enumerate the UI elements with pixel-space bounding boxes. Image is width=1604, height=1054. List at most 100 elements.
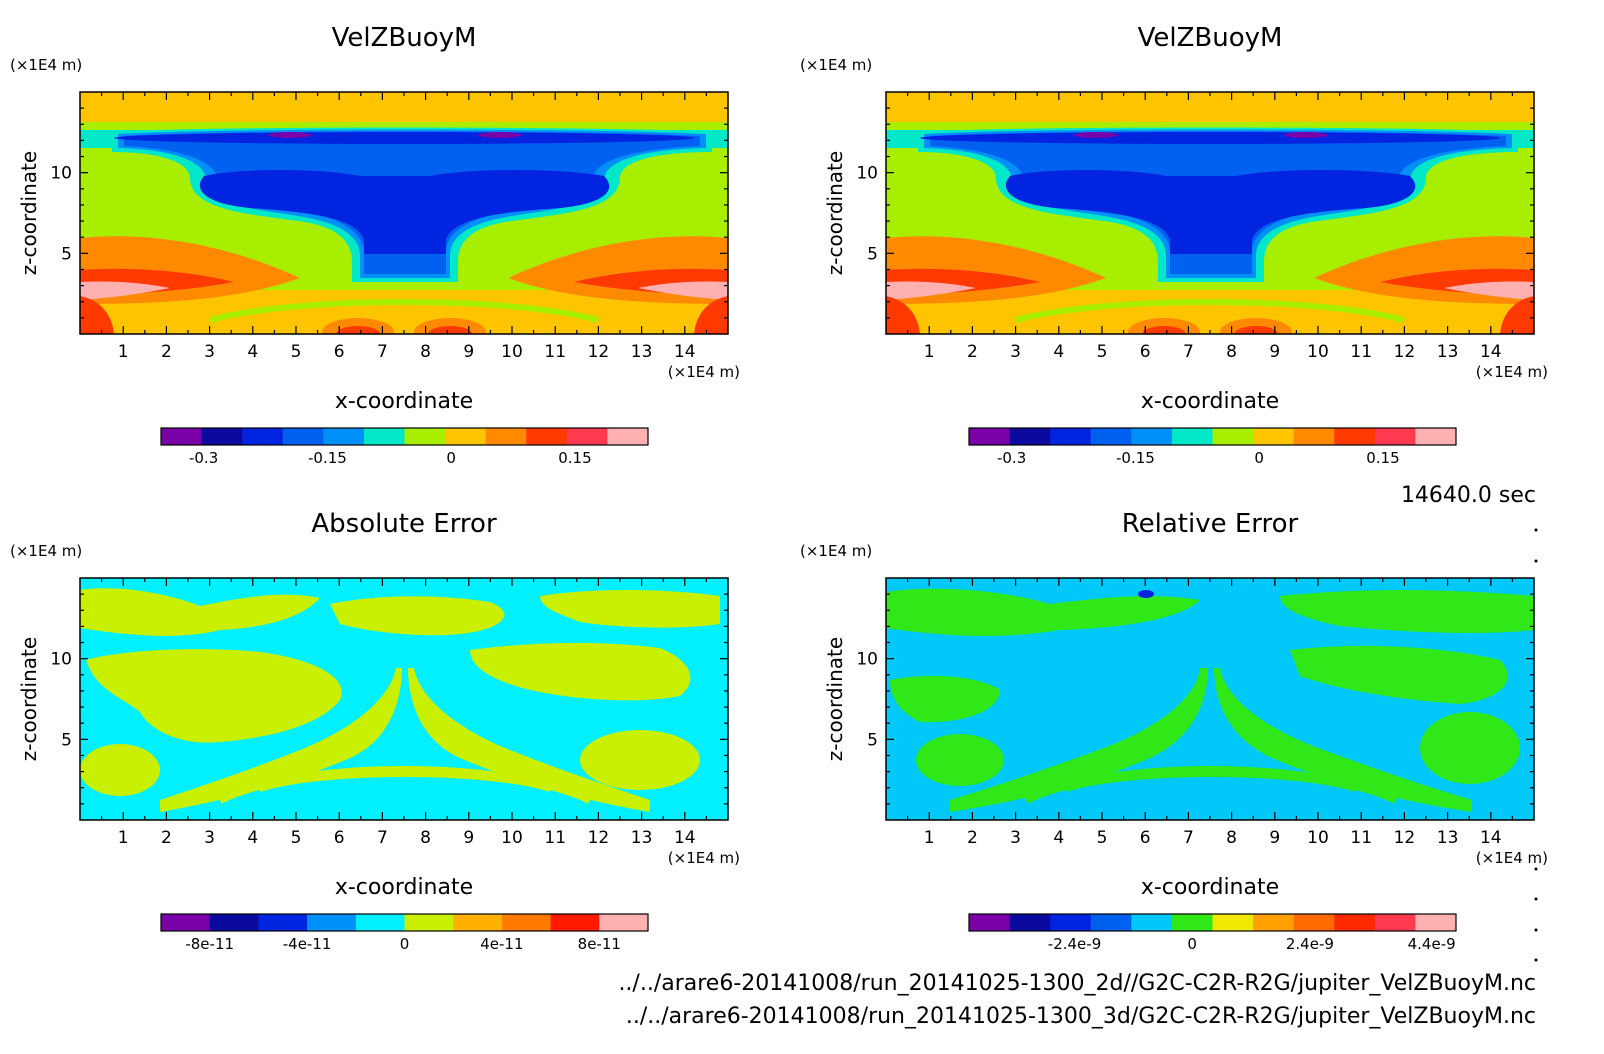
y-tick-label: 10: [856, 650, 878, 670]
colorbar-tick-label: 8e-11: [578, 935, 621, 953]
field-bottom-blob: [1234, 326, 1278, 334]
margin-dot: [1534, 928, 1538, 932]
colorbar-swatch: [307, 914, 357, 931]
x-tick-label: 7: [377, 828, 388, 848]
x-axis-label: x-coordinate: [1141, 875, 1279, 900]
colorbar-tick-label: 0: [1187, 935, 1197, 953]
x-tick-label: 14: [1480, 828, 1502, 848]
x-tick-label: 6: [334, 828, 345, 848]
colorbar-frame: [160, 427, 649, 446]
field-bottom-red-left: [886, 296, 920, 334]
colorbar-tick-label: 4.4e-9: [1408, 935, 1456, 953]
colorbar-tick-label: -8e-11: [185, 935, 234, 953]
colorbar-swatch: [1131, 914, 1173, 931]
y-tick-label: 5: [867, 244, 878, 264]
field-patch-yellow: [80, 588, 320, 636]
colorbar-swatch: [323, 428, 365, 445]
x-tick-label: 11: [544, 342, 566, 362]
x-tick-label: 10: [1307, 342, 1329, 362]
x-tick-label: 2: [161, 828, 172, 848]
x-tick-label: 6: [1140, 828, 1151, 848]
colorbar-tick-label: 0: [400, 935, 410, 953]
field-band-green: [886, 122, 1534, 130]
colorbar-frame: [968, 913, 1457, 932]
x-tick-label: 10: [1307, 828, 1329, 848]
x-tick-label: 12: [588, 828, 610, 848]
colorbar-swatch: [969, 428, 1011, 445]
x-tick-label: 13: [1437, 342, 1459, 362]
y-unit-label: (×1E4 m): [800, 542, 872, 560]
colorbar-tick-label: -2.4e-9: [1048, 935, 1101, 953]
colorbar-tick-label: -0.15: [308, 449, 347, 467]
field-bottom-red-left: [80, 296, 114, 334]
x-tick-label: 4: [247, 828, 258, 848]
colorbar-tick-label: -4e-11: [283, 935, 332, 953]
y-tick-label: 10: [856, 164, 878, 184]
x-tick-label: 8: [1226, 828, 1237, 848]
field-purple-spot: [268, 132, 312, 138]
x-tick-label: 2: [161, 342, 172, 362]
x-tick-label: 1: [924, 342, 935, 362]
y-unit-label: (×1E4 m): [10, 56, 82, 74]
panel-velzbuoym-3d: VelZBuoyM (×1E4 m): [800, 23, 1548, 467]
time-label: 14640.0 sec: [1401, 483, 1536, 508]
x-tick-label: 3: [204, 828, 215, 848]
field-purple-spot: [1284, 132, 1328, 138]
x-tick-label: 10: [501, 828, 523, 848]
field-purple-spot: [1074, 132, 1118, 138]
colorbar-swatch: [1293, 428, 1335, 445]
field-dark-core: [1005, 170, 1416, 254]
field-arc: [218, 766, 592, 804]
colorbar-swatch: [242, 428, 284, 445]
y-unit-label: (×1E4 m): [800, 56, 872, 74]
x-tick-label: 8: [420, 342, 431, 362]
x-axis-label: x-coordinate: [1141, 389, 1279, 414]
x-tick-label: 8: [420, 828, 431, 848]
x-tick-label: 8: [1226, 342, 1237, 362]
margin-dots: [1534, 528, 1538, 962]
colorbar-tick-label: 0.15: [558, 449, 591, 467]
margin-dot: [1534, 528, 1538, 532]
colorbar-swatch: [1374, 428, 1416, 445]
colorbar-swatch: [282, 428, 324, 445]
field-bottom-blob: [428, 326, 472, 334]
x-tick-label: 12: [1394, 342, 1416, 362]
colorbar-swatch: [526, 428, 568, 445]
y-axis-label: z-coordinate: [17, 637, 41, 761]
x-tick-label: 1: [924, 828, 935, 848]
colorbar-tick-label: 2.4e-9: [1286, 935, 1334, 953]
panel-title: Absolute Error: [311, 509, 497, 539]
colorbar-swatch: [501, 914, 552, 931]
colorbar-swatch: [1253, 428, 1295, 445]
field-bottom-blob: [336, 326, 380, 334]
y-axis-label: z-coordinate: [823, 637, 847, 761]
colorbar-swatch: [445, 428, 487, 445]
x-tick-label: 2: [967, 342, 978, 362]
field-patch-yellow: [540, 590, 720, 628]
y-tick-label: 5: [867, 730, 878, 750]
colorbar-swatch: [1334, 428, 1376, 445]
y-tick-label: 5: [61, 730, 72, 750]
heatmap-field: [886, 578, 1534, 820]
x-tick-label: 1: [118, 828, 129, 848]
colorbar-swatch: [969, 914, 1011, 931]
x-tick-label: 13: [1437, 828, 1459, 848]
colorbar-swatch: [1212, 428, 1254, 445]
colorbar-swatch: [363, 428, 405, 445]
colorbar-swatch: [1415, 914, 1457, 931]
x-tick-label: 5: [1097, 342, 1108, 362]
field-pink-lobe-right: [1444, 281, 1534, 300]
x-tick-label: 4: [247, 342, 258, 362]
colorbar-frame: [968, 427, 1457, 446]
x-tick-label: 7: [1183, 342, 1194, 362]
x-tick-label: 6: [334, 342, 345, 362]
y-axis-label: z-coordinate: [17, 151, 41, 275]
x-unit-label: (×1E4 m): [1476, 849, 1548, 867]
colorbar-swatch: [161, 428, 203, 445]
x-tick-label: 3: [204, 342, 215, 362]
y-unit-label: (×1E4 m): [10, 542, 82, 560]
colorbar-swatch: [1009, 914, 1051, 931]
x-unit-label: (×1E4 m): [668, 849, 740, 867]
x-tick-label: 2: [967, 828, 978, 848]
